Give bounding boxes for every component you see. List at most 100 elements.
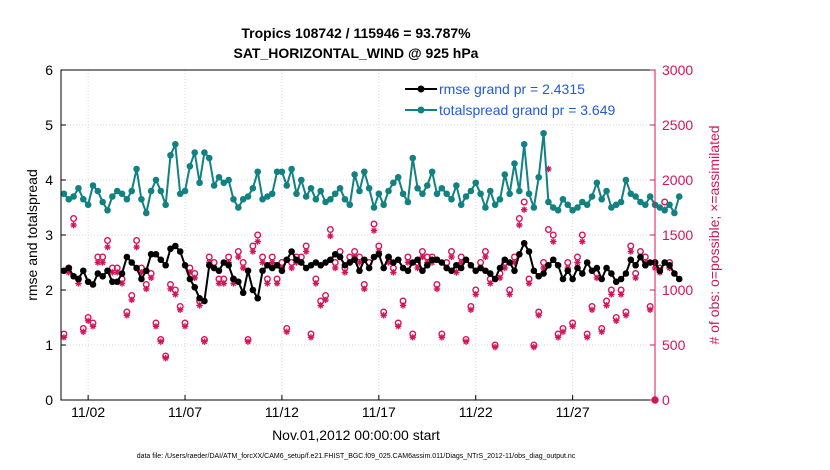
obs-possible-marker xyxy=(370,220,378,228)
asterisk-stroke xyxy=(594,275,600,281)
asterisk-stroke xyxy=(221,280,227,287)
asterisk-stroke xyxy=(405,259,411,266)
asterisk-stroke xyxy=(356,259,363,266)
obs-assimilated-marker xyxy=(520,206,528,213)
asterisk-stroke xyxy=(618,291,624,298)
obs-assimilated-marker xyxy=(467,306,475,313)
legend-rmse-label: rmse grand pr = 2.4315 xyxy=(439,81,585,97)
rmse-point xyxy=(370,253,378,261)
asterisk-stroke xyxy=(434,286,440,292)
obs-assimilated-marker xyxy=(525,280,533,287)
totalspread-point xyxy=(656,204,664,211)
asterisk-stroke xyxy=(448,254,455,260)
totalspread-point xyxy=(273,168,281,176)
totalspread-point xyxy=(89,182,97,189)
asterisk-stroke xyxy=(380,312,387,318)
asterisk-stroke xyxy=(95,259,101,266)
asterisk-stroke xyxy=(114,269,120,276)
rmse-point xyxy=(569,275,576,283)
obs-assimilated-marker xyxy=(327,232,334,240)
totalspread-point xyxy=(428,168,436,176)
totalspread-point xyxy=(210,182,218,189)
rmse-point xyxy=(60,267,68,275)
right-tick-label: 500 xyxy=(662,337,686,353)
rmse-point xyxy=(666,261,673,269)
rmse-point xyxy=(351,256,358,264)
obs-assimilated-marker xyxy=(288,264,295,272)
rmse-point xyxy=(608,270,615,277)
totalspread-point xyxy=(113,187,121,195)
totalspread-point xyxy=(569,206,576,214)
asterisk-stroke xyxy=(259,259,266,266)
obs-possible-marker xyxy=(326,225,334,233)
x-tick-label: 11/12 xyxy=(265,404,299,420)
obs-assimilated-marker xyxy=(395,323,402,330)
obs-assimilated-marker xyxy=(622,312,630,319)
rmse-point xyxy=(331,250,339,258)
rmse-point xyxy=(79,267,87,275)
asterisk-stroke xyxy=(550,238,556,245)
rmse-point xyxy=(235,278,242,286)
asterisk-stroke xyxy=(85,318,91,324)
obs-assimilated-marker xyxy=(133,243,140,251)
obs-assimilated-marker xyxy=(516,221,523,229)
rmse-point xyxy=(133,264,140,272)
obs-assimilated-marker xyxy=(143,285,150,293)
totalspread-point xyxy=(75,184,82,192)
totalspread-point xyxy=(172,140,179,148)
totalspread-point xyxy=(627,190,635,198)
totalspread-point xyxy=(283,182,291,189)
legend-spread-label: totalspread grand pr = 3.649 xyxy=(439,102,616,118)
obs-assimilated-marker xyxy=(370,227,378,234)
rmse-point xyxy=(390,259,397,266)
obs-assimilated-marker xyxy=(419,253,426,261)
asterisk-stroke xyxy=(414,265,421,271)
totalspread-point xyxy=(394,173,402,181)
asterisk-stroke xyxy=(371,227,377,234)
asterisk-stroke xyxy=(584,334,590,340)
rmse-point xyxy=(457,264,465,272)
obs-assimilated-marker xyxy=(70,221,77,229)
asterisk-stroke xyxy=(647,307,653,313)
rmse-point xyxy=(661,259,668,266)
rmse-point xyxy=(65,264,73,272)
y-axis-label: rmse and totalspread xyxy=(24,169,40,301)
obs-assimilated-marker xyxy=(569,323,576,330)
totalspread-point xyxy=(220,179,228,187)
asterisk-stroke xyxy=(133,244,140,250)
rmse-point xyxy=(574,264,581,272)
rmse-point xyxy=(70,272,77,280)
asterisk-stroke xyxy=(313,280,319,287)
totalspread-point xyxy=(293,190,300,198)
totalspread-point xyxy=(603,187,610,195)
rmse-point xyxy=(84,278,92,286)
obs-assimilated-marker xyxy=(332,264,339,272)
obs-assimilated-marker xyxy=(530,344,538,351)
rmse-point xyxy=(283,256,291,264)
right-tick-label: 1000 xyxy=(662,282,693,298)
totalspread-point xyxy=(486,187,494,195)
obs-assimilated-marker xyxy=(322,296,329,304)
asterisk-stroke xyxy=(521,207,527,213)
totalspread-point xyxy=(65,195,73,203)
rmse-point xyxy=(375,250,383,258)
obs-assimilated-marker xyxy=(390,269,397,276)
obs-assimilated-marker xyxy=(283,328,290,335)
totalspread-point xyxy=(341,195,349,203)
obs-assimilated-marker xyxy=(482,253,489,261)
obs-assimilated-marker xyxy=(317,302,324,309)
asterisk-stroke xyxy=(288,265,295,271)
obs-assimilated-marker xyxy=(181,323,189,330)
totalspread-point xyxy=(564,201,572,209)
chart-title: Tropics 108742 / 115946 = 93.787% xyxy=(241,25,471,41)
totalspread-point xyxy=(370,204,378,211)
totalspread-point xyxy=(540,129,547,137)
obs-assimilated-marker xyxy=(380,312,387,319)
totalspread-point xyxy=(671,209,678,217)
obs-assimilated-marker xyxy=(472,291,479,298)
totalspread-point xyxy=(622,176,630,184)
obs-assimilated-marker xyxy=(157,338,165,345)
rmse-point xyxy=(186,275,194,283)
rmse-point xyxy=(210,264,218,272)
asterisk-stroke xyxy=(555,334,561,340)
